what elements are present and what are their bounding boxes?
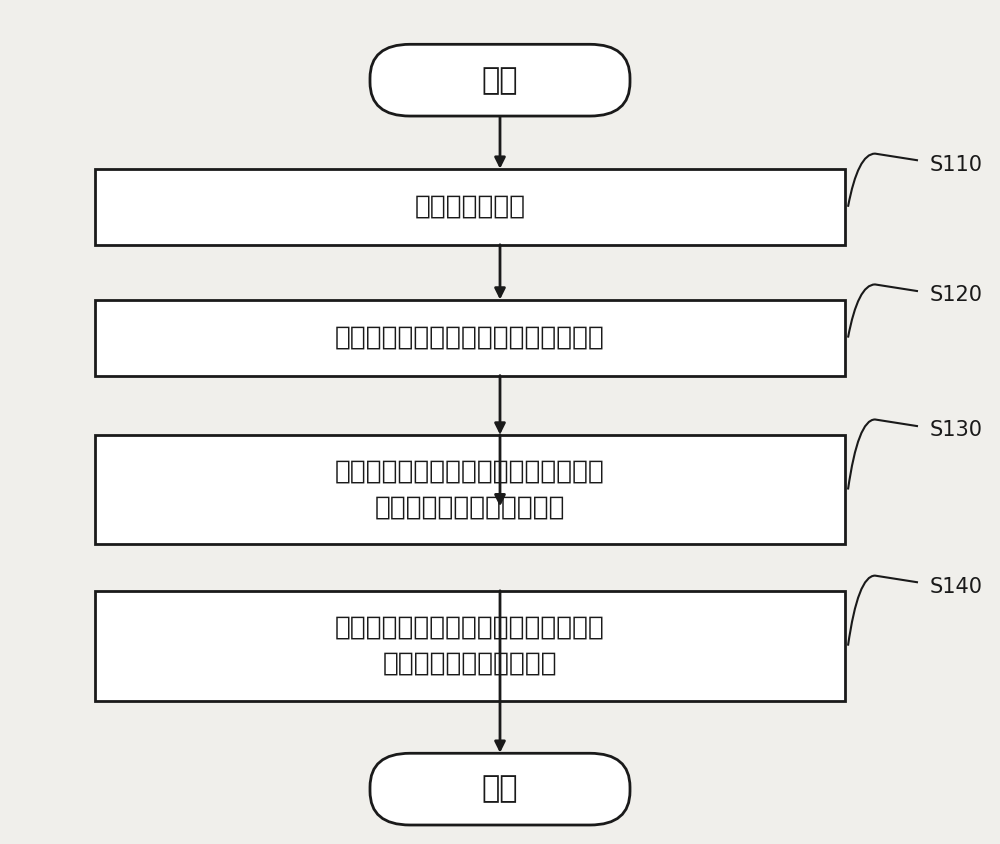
FancyBboxPatch shape	[95, 300, 845, 376]
FancyBboxPatch shape	[370, 753, 630, 825]
Text: 激光雷达扫描获取环境的多帧激光数据: 激光雷达扫描获取环境的多帧激光数据	[335, 325, 605, 350]
FancyBboxPatch shape	[370, 44, 630, 116]
Text: S110: S110	[930, 154, 983, 175]
FancyBboxPatch shape	[95, 591, 845, 701]
Text: 建立三维坐标系: 建立三维坐标系	[414, 194, 526, 219]
FancyBboxPatch shape	[95, 169, 845, 245]
Text: S130: S130	[930, 420, 983, 441]
FancyBboxPatch shape	[95, 435, 845, 544]
Text: 对每一帧激光数据，对扫描线上的点进
行梯度滤波获取路沿候选点: 对每一帧激光数据，对扫描线上的点进 行梯度滤波获取路沿候选点	[335, 458, 605, 521]
Text: 结束: 结束	[482, 775, 518, 803]
Text: 开始: 开始	[482, 66, 518, 95]
Text: 对符合条件的路沿候选点进行二次曲线
拟合，得到路沿检测结果: 对符合条件的路沿候选点进行二次曲线 拟合，得到路沿检测结果	[335, 614, 605, 677]
Text: S140: S140	[930, 576, 983, 597]
Text: S120: S120	[930, 285, 983, 306]
